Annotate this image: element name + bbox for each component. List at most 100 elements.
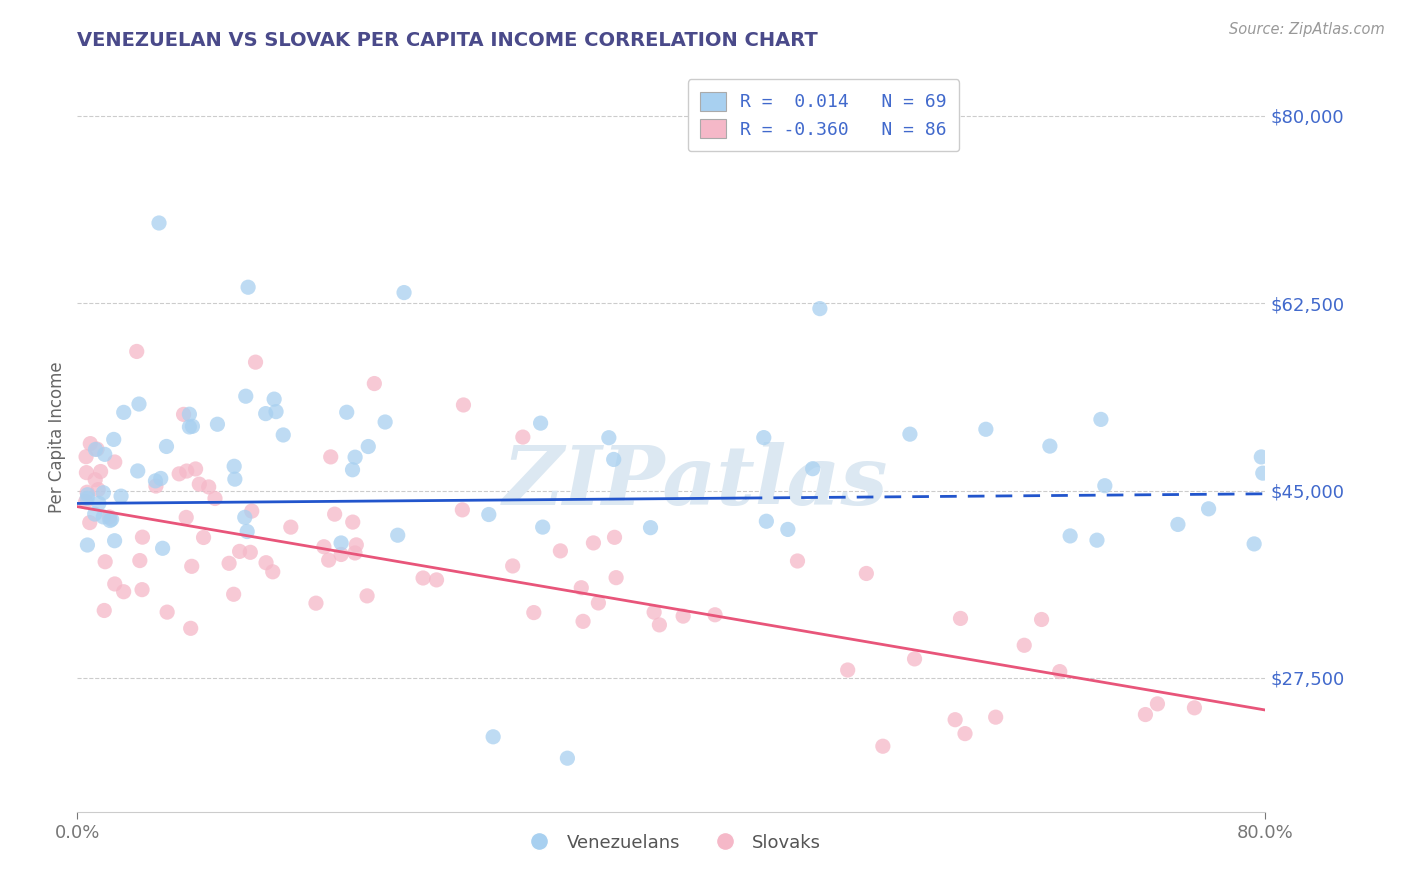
Point xyxy=(167,467,190,481)
Point xyxy=(76,485,98,500)
Point xyxy=(207,417,229,432)
Point xyxy=(1085,533,1108,548)
Point xyxy=(79,516,101,530)
Point xyxy=(1090,412,1112,426)
Point xyxy=(110,489,132,503)
Point xyxy=(523,606,546,620)
Point xyxy=(128,397,150,411)
Point xyxy=(236,524,259,539)
Point xyxy=(357,440,380,454)
Point xyxy=(180,621,202,635)
Point xyxy=(482,730,505,744)
Point xyxy=(156,605,179,619)
Point xyxy=(984,710,1007,724)
Point xyxy=(204,491,226,506)
Point xyxy=(502,558,524,573)
Point xyxy=(648,618,671,632)
Point xyxy=(392,285,415,300)
Point xyxy=(222,587,245,601)
Point xyxy=(1146,697,1168,711)
Text: VENEZUELAN VS SLOVAK PER CAPITA INCOME CORRELATION CHART: VENEZUELAN VS SLOVAK PER CAPITA INCOME C… xyxy=(77,30,818,50)
Point xyxy=(312,540,335,554)
Point xyxy=(145,479,167,493)
Point xyxy=(176,464,198,478)
Point xyxy=(1059,529,1081,543)
Point xyxy=(319,450,342,464)
Point xyxy=(588,596,610,610)
Point xyxy=(640,521,662,535)
Point xyxy=(174,510,197,524)
Point xyxy=(801,461,824,475)
Point xyxy=(598,431,620,445)
Point xyxy=(98,514,121,528)
Point xyxy=(100,512,122,526)
Point xyxy=(453,398,475,412)
Point xyxy=(1039,439,1062,453)
Text: ZIPatlas: ZIPatlas xyxy=(502,442,887,522)
Point xyxy=(75,450,97,464)
Point xyxy=(188,477,211,491)
Point xyxy=(180,559,202,574)
Point xyxy=(112,584,135,599)
Point xyxy=(254,556,277,570)
Point xyxy=(387,528,409,542)
Point xyxy=(155,440,177,454)
Point xyxy=(228,544,250,558)
Point xyxy=(755,514,778,528)
Point xyxy=(425,573,447,587)
Point xyxy=(254,407,277,421)
Point xyxy=(264,404,287,418)
Point xyxy=(318,553,340,567)
Point xyxy=(83,507,105,521)
Point xyxy=(344,450,367,465)
Point xyxy=(181,419,204,434)
Point xyxy=(93,485,115,500)
Point xyxy=(1251,466,1274,480)
Point xyxy=(786,554,808,568)
Point xyxy=(342,463,364,477)
Point xyxy=(86,442,108,457)
Point xyxy=(79,436,101,450)
Y-axis label: Per Capita Income: Per Capita Income xyxy=(48,361,66,513)
Point xyxy=(1198,501,1220,516)
Point xyxy=(512,430,534,444)
Point xyxy=(224,472,246,486)
Point xyxy=(224,459,246,474)
Point xyxy=(218,557,240,571)
Point xyxy=(305,596,328,610)
Point xyxy=(872,739,894,754)
Point xyxy=(808,301,831,316)
Point xyxy=(84,473,107,487)
Point xyxy=(343,546,366,560)
Point xyxy=(330,548,353,562)
Point xyxy=(344,538,367,552)
Point xyxy=(104,533,127,548)
Point xyxy=(197,480,219,494)
Point xyxy=(529,416,551,430)
Point xyxy=(451,503,474,517)
Point xyxy=(603,530,626,544)
Point xyxy=(1012,638,1035,652)
Point xyxy=(752,431,775,445)
Point xyxy=(90,465,112,479)
Point xyxy=(280,520,302,534)
Point xyxy=(76,491,98,506)
Point xyxy=(572,615,595,629)
Point xyxy=(233,510,256,524)
Point xyxy=(112,405,135,419)
Point xyxy=(271,428,294,442)
Point xyxy=(152,541,174,556)
Point xyxy=(128,553,150,567)
Point xyxy=(127,464,149,478)
Point xyxy=(87,496,110,510)
Point xyxy=(75,495,97,509)
Point xyxy=(193,531,215,545)
Point xyxy=(1167,517,1189,532)
Point xyxy=(602,452,624,467)
Legend: Venezuelans, Slovaks: Venezuelans, Slovaks xyxy=(515,827,828,859)
Point xyxy=(974,422,997,436)
Point xyxy=(263,392,285,406)
Point xyxy=(76,488,98,502)
Point xyxy=(145,474,167,488)
Point xyxy=(363,376,385,391)
